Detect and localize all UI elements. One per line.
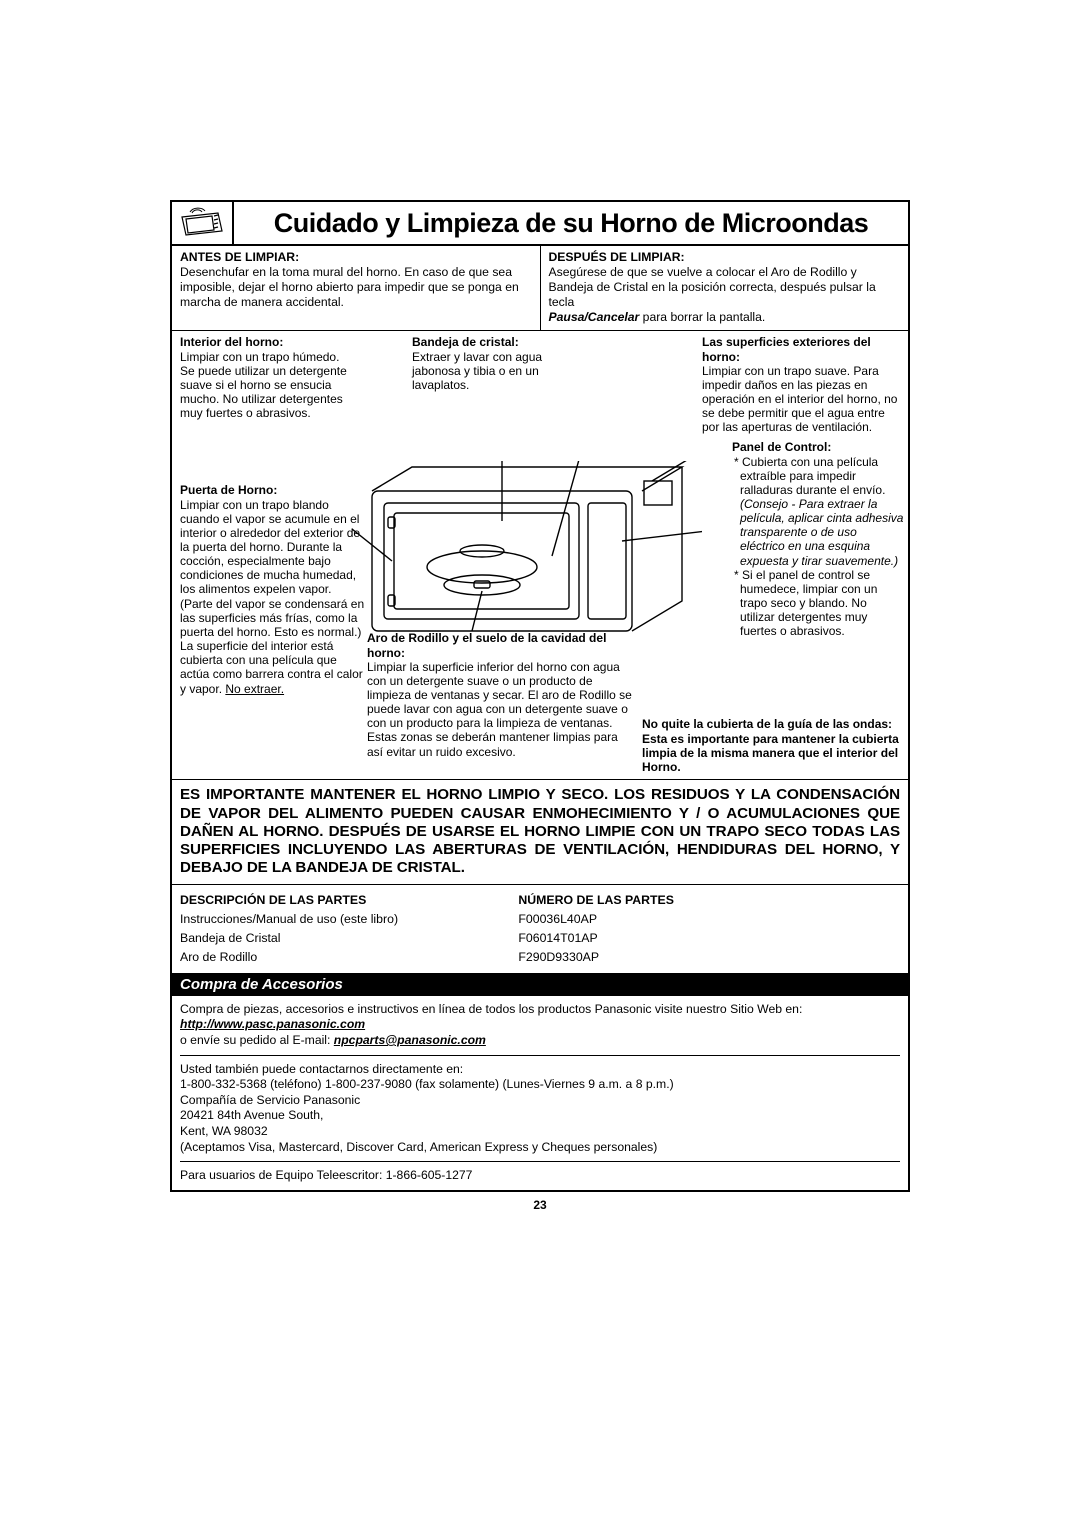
aro-b: Limpiar la superficie inferior del horno… <box>367 660 632 759</box>
microwave-diagram <box>352 461 702 651</box>
panel-b: Si el panel de control se humedece, limp… <box>740 568 877 639</box>
accessories-body: Compra de piezas, accesorios e instructi… <box>172 996 908 1190</box>
title-bar: Cuidado y Limpieza de su Horno de Microo… <box>172 202 908 246</box>
before-cleaning: ANTES DE LIMPIAR: Desenchufar en la toma… <box>172 246 541 330</box>
manual-page: Cuidado y Limpieza de su Horno de Microo… <box>170 200 910 1192</box>
divider <box>180 1161 900 1162</box>
parts-r2b: F06014T01AP <box>518 929 900 948</box>
before-body: Desenchufar en la toma mural del horno. … <box>180 265 519 309</box>
panel-h: Panel de Control: <box>732 440 831 454</box>
after-key: Pausa/Cancelar <box>549 310 640 324</box>
parts-r1b: F00036L40AP <box>518 910 900 929</box>
parts-r2a: Bandeja de Cristal <box>180 929 518 948</box>
parts-table: DESCRIPCIÓN DE LAS PARTES Instrucciones/… <box>172 885 908 973</box>
exterior-callout: Las superficies exteriores del horno: Li… <box>702 335 902 434</box>
exterior-h: Las superficies exteriores del horno: <box>702 335 871 363</box>
noquite-h: No quite la cubierta de la guía de las o… <box>642 717 892 731</box>
noquite-b: Esta es importante para mantener la cubi… <box>642 732 899 774</box>
parts-r3a: Aro de Rodillo <box>180 948 518 967</box>
panel-callout: Panel de Control: * Cubierta con una pel… <box>732 440 904 638</box>
accessories-header: Compra de Accesorios <box>172 973 908 996</box>
divider <box>180 1055 900 1056</box>
bandeja-callout: Bandeja de cristal: Extraer y lavar con … <box>412 335 582 392</box>
puerta-callout: Puerta de Horno: Limpiar con un trapo bl… <box>180 483 365 695</box>
after-tail: para borrar la pantalla. <box>639 310 765 324</box>
acc-url: http://www.pasc.panasonic.com <box>180 1017 365 1031</box>
parts-h2: NÚMERO DE LAS PARTES <box>518 891 900 910</box>
after-heading: DESPUÉS DE LIMPIAR: <box>549 250 685 264</box>
acc-p2: Usted también puede contactarnos directa… <box>180 1062 900 1156</box>
puerta-noextraer: No extraer. <box>225 682 284 696</box>
after-body: Asegúrese de que se vuelve a colocar el … <box>549 265 876 309</box>
warning-block: ES IMPORTANTE MANTENER EL HORNO LIMPIO Y… <box>172 779 908 884</box>
acc-p3: Para usuarios de Equipo Teleescritor: 1-… <box>180 1168 900 1184</box>
diagram-section: Interior del horno: Limpiar con un trapo… <box>172 331 908 779</box>
noquite-callout: No quite la cubierta de la guía de las o… <box>642 717 902 774</box>
interior-callout: Interior del horno: Limpiar con un trapo… <box>180 335 355 420</box>
puerta-h: Puerta de Horno: <box>180 483 277 497</box>
bandeja-h: Bandeja de cristal: <box>412 335 519 349</box>
parts-r3b: F290D9330AP <box>518 948 900 967</box>
interior-b: Limpiar con un trapo húmedo. Se puede ut… <box>180 350 347 421</box>
microwave-icon <box>172 202 234 244</box>
before-heading: ANTES DE LIMPIAR: <box>180 250 299 264</box>
bandeja-b: Extraer y lavar con agua jabonosa y tibi… <box>412 350 542 392</box>
puerta-b: Limpiar con un trapo blando cuando el va… <box>180 498 364 696</box>
exterior-b: Limpiar con un trapo suave. Para impedir… <box>702 364 897 435</box>
parts-h1: DESCRIPCIÓN DE LAS PARTES <box>180 891 518 910</box>
before-after-row: ANTES DE LIMPIAR: Desenchufar en la toma… <box>172 246 908 331</box>
acc-p1b: o envíe su pedido al E-mail: <box>180 1033 334 1047</box>
panel-tip: (Consejo - Para extraer la película, apl… <box>732 497 904 568</box>
after-cleaning: DESPUÉS DE LIMPIAR: Asegúrese de que se … <box>541 246 909 330</box>
acc-email: npcparts@panasonic.com <box>334 1033 486 1047</box>
page-title: Cuidado y Limpieza de su Horno de Microo… <box>234 204 908 243</box>
parts-r1a: Instrucciones/Manual de uso (este libro) <box>180 910 518 929</box>
interior-h: Interior del horno: <box>180 335 283 349</box>
panel-a: Cubierta con una película extraíble para… <box>740 455 885 497</box>
acc-p1a: Compra de piezas, accesorios e instructi… <box>180 1002 802 1016</box>
page-number: 23 <box>170 1198 910 1212</box>
